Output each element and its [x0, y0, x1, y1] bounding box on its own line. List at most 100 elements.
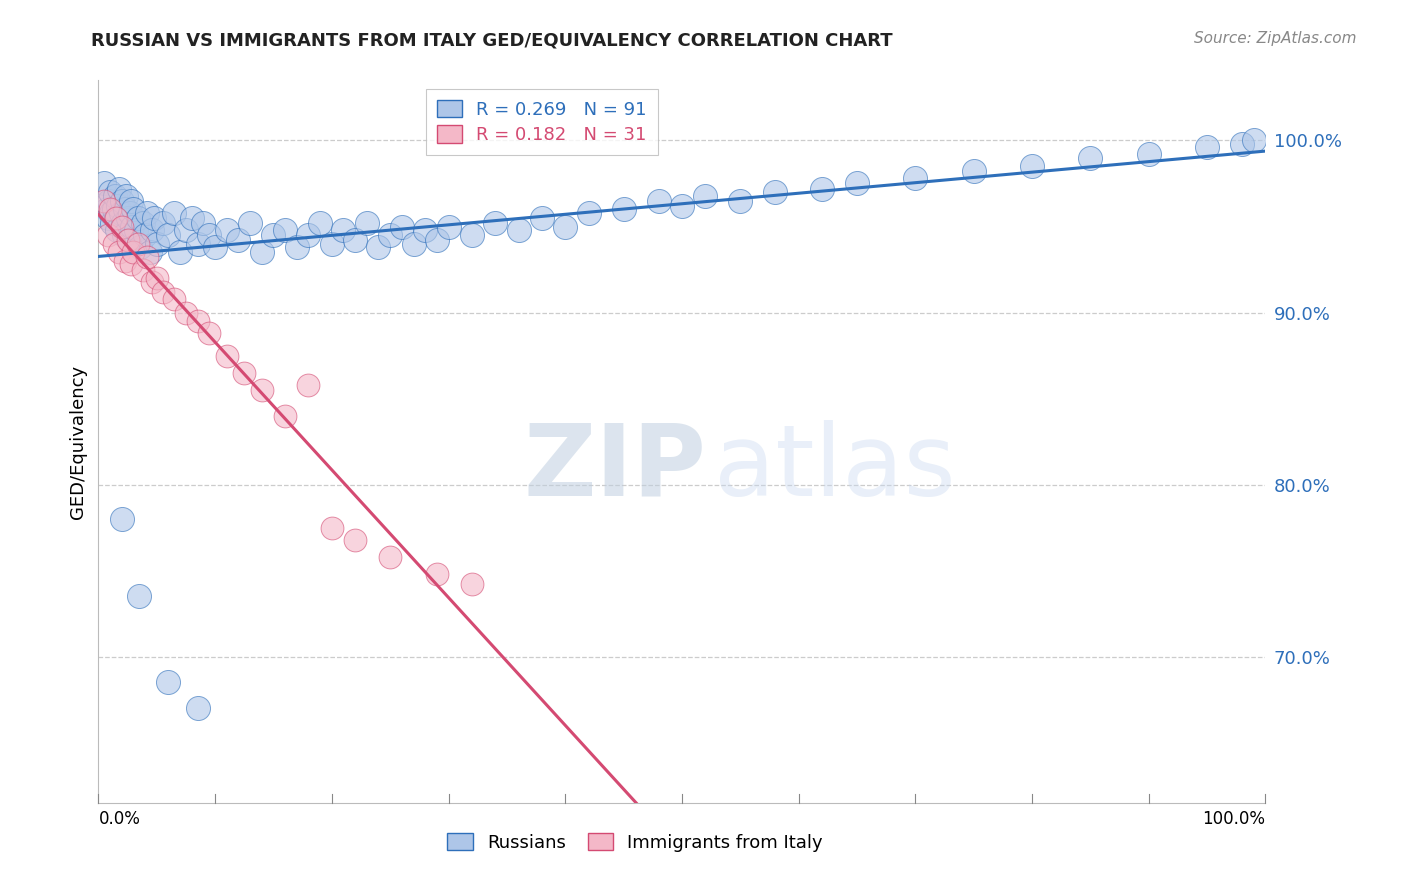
Point: [262, 228, 284, 243]
Point: [127, 236, 149, 251]
Point: [101, 216, 124, 230]
Text: atlas: atlas: [713, 420, 955, 516]
Point: [554, 219, 576, 234]
Point: [114, 202, 136, 217]
Text: 0.0%: 0.0%: [98, 810, 141, 828]
Point: [146, 236, 169, 251]
Point: [129, 240, 152, 254]
Point: [530, 211, 553, 225]
Point: [136, 251, 159, 265]
Point: [152, 285, 174, 299]
Point: [647, 194, 669, 208]
Point: [132, 216, 155, 230]
Point: [695, 188, 717, 202]
Text: RUSSIAN VS IMMIGRANTS FROM ITALY GED/EQUIVALENCY CORRELATION CHART: RUSSIAN VS IMMIGRANTS FROM ITALY GED/EQU…: [91, 31, 893, 49]
Point: [1230, 136, 1253, 151]
Point: [108, 245, 131, 260]
Point: [332, 223, 354, 237]
Point: [127, 211, 149, 225]
Point: [132, 262, 155, 277]
Text: Source: ZipAtlas.com: Source: ZipAtlas.com: [1194, 31, 1357, 46]
Point: [239, 216, 262, 230]
Point: [461, 577, 484, 591]
Point: [297, 377, 319, 392]
Point: [117, 211, 139, 225]
Point: [103, 236, 125, 251]
Point: [297, 228, 319, 243]
Point: [174, 223, 197, 237]
Point: [122, 245, 145, 260]
Point: [93, 194, 115, 208]
Point: [111, 194, 134, 208]
Point: [380, 228, 402, 243]
Point: [391, 219, 413, 234]
Point: [344, 533, 367, 547]
Point: [104, 211, 127, 225]
Point: [426, 233, 449, 247]
Point: [274, 409, 297, 423]
Point: [122, 202, 145, 217]
Point: [426, 567, 449, 582]
Point: [811, 182, 834, 196]
Point: [107, 199, 129, 213]
Point: [125, 223, 148, 237]
Point: [114, 253, 136, 268]
Point: [250, 245, 273, 260]
Point: [309, 216, 332, 230]
Point: [111, 219, 134, 234]
Point: [730, 194, 752, 208]
Point: [763, 185, 786, 199]
Point: [108, 182, 131, 196]
Point: [437, 219, 460, 234]
Point: [187, 236, 209, 251]
Point: [163, 206, 186, 220]
Point: [321, 236, 343, 251]
Legend: Russians, Immigrants from Italy: Russians, Immigrants from Italy: [440, 826, 831, 859]
Point: [198, 228, 221, 243]
Point: [98, 185, 121, 199]
Y-axis label: GED/Equivalency: GED/Equivalency: [69, 365, 87, 518]
Point: [1195, 140, 1218, 154]
Point: [111, 512, 134, 526]
Point: [187, 701, 209, 715]
Point: [136, 206, 159, 220]
Point: [233, 366, 256, 380]
Point: [1137, 147, 1160, 161]
Point: [204, 240, 226, 254]
Point: [578, 206, 600, 220]
Point: [104, 211, 127, 225]
Point: [97, 194, 120, 208]
Point: [111, 216, 134, 230]
Point: [193, 216, 215, 230]
Point: [118, 206, 141, 220]
Point: [100, 206, 122, 220]
Point: [356, 216, 378, 230]
Point: [97, 211, 120, 225]
Point: [228, 233, 250, 247]
Point: [461, 228, 484, 243]
Point: [187, 314, 209, 328]
Point: [846, 177, 869, 191]
Point: [321, 520, 343, 534]
Point: [121, 219, 143, 234]
Point: [115, 188, 138, 202]
Point: [962, 164, 984, 178]
Point: [344, 233, 367, 247]
Point: [128, 590, 150, 604]
Text: 100.0%: 100.0%: [1202, 810, 1265, 828]
Point: [250, 383, 273, 397]
Point: [141, 223, 163, 237]
Point: [103, 202, 125, 217]
Point: [174, 305, 197, 319]
Point: [285, 240, 308, 254]
Point: [157, 675, 180, 690]
Point: [169, 245, 191, 260]
Point: [484, 216, 506, 230]
Point: [141, 275, 163, 289]
Point: [110, 206, 132, 220]
Point: [139, 245, 162, 260]
Point: [93, 177, 115, 191]
Point: [163, 292, 186, 306]
Point: [671, 199, 693, 213]
Point: [413, 223, 436, 237]
